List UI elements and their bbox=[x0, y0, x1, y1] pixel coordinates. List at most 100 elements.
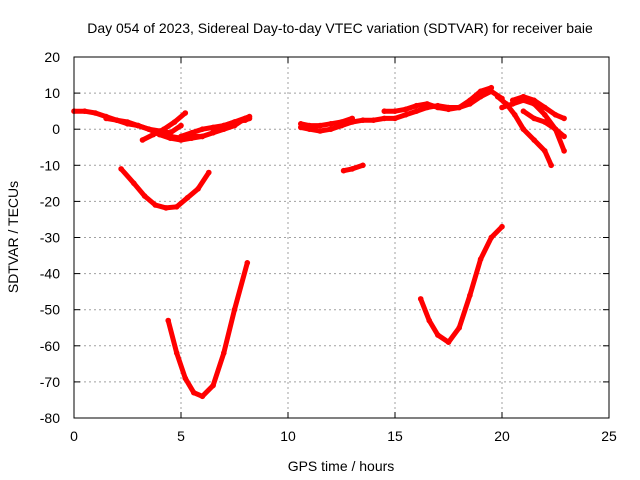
data-point bbox=[360, 162, 366, 169]
data-point bbox=[221, 350, 227, 356]
data-point bbox=[210, 382, 216, 389]
data-point bbox=[494, 93, 501, 100]
x-tick-label: 5 bbox=[177, 428, 185, 444]
y-tick-label: 20 bbox=[44, 49, 60, 65]
data-point bbox=[165, 317, 171, 324]
data-point bbox=[338, 119, 345, 125]
data-point bbox=[561, 115, 567, 122]
data-point bbox=[171, 119, 178, 125]
data-point bbox=[188, 130, 195, 136]
data-point bbox=[477, 256, 484, 263]
data-point bbox=[360, 117, 366, 123]
data-point bbox=[173, 204, 180, 210]
x-axis-title: GPS time / hours bbox=[288, 458, 395, 474]
y-axis-title: SDTVAR / TECUs bbox=[5, 181, 21, 293]
data-point bbox=[349, 166, 356, 172]
data-point bbox=[413, 108, 420, 114]
series-line-arc-d bbox=[146, 115, 248, 143]
data-point bbox=[298, 121, 304, 127]
data-point bbox=[402, 106, 409, 113]
data-point bbox=[118, 166, 124, 172]
data-point bbox=[221, 122, 227, 129]
data-point bbox=[206, 169, 212, 176]
data-point bbox=[103, 115, 109, 122]
y-tick-label: -60 bbox=[40, 338, 60, 354]
data-point bbox=[402, 112, 409, 118]
data-point bbox=[135, 122, 141, 129]
data-point bbox=[173, 350, 180, 356]
data-point bbox=[445, 339, 452, 346]
data-point bbox=[199, 126, 206, 132]
data-point bbox=[246, 115, 253, 122]
data-point bbox=[317, 122, 323, 129]
x-tick-label: 25 bbox=[601, 428, 617, 444]
data-point bbox=[392, 108, 398, 114]
data-point bbox=[184, 195, 191, 201]
data-point bbox=[167, 135, 174, 141]
data-point bbox=[146, 126, 152, 132]
data-point bbox=[477, 88, 484, 95]
y-tick-label: 0 bbox=[52, 121, 60, 137]
data-point bbox=[413, 102, 420, 109]
data-point bbox=[542, 119, 548, 125]
y-tick-label: -10 bbox=[40, 157, 60, 173]
data-point bbox=[499, 104, 505, 111]
data-point bbox=[488, 234, 495, 241]
tick-layer: 0 5 10 15 20 25 20 10 0 -10 -20 -30 -40 -50 -60 -70 -80 bbox=[40, 49, 617, 444]
data-point bbox=[124, 121, 131, 127]
data-point bbox=[467, 292, 473, 299]
data-point bbox=[152, 202, 159, 208]
x-tick-label: 15 bbox=[387, 428, 403, 444]
y-tick-label: -80 bbox=[40, 410, 60, 426]
y-tick-label: -70 bbox=[40, 374, 60, 390]
x-tick-label: 10 bbox=[280, 428, 296, 444]
data-point bbox=[552, 126, 559, 132]
data-point bbox=[509, 97, 516, 104]
data-point bbox=[542, 148, 548, 154]
data-point bbox=[561, 133, 567, 140]
data-point bbox=[191, 389, 197, 396]
data-point bbox=[456, 104, 463, 111]
y-tick-label: -20 bbox=[40, 193, 60, 209]
y-tick-label: -50 bbox=[40, 302, 60, 318]
data-point bbox=[199, 133, 206, 140]
data-point bbox=[141, 193, 148, 199]
data-point bbox=[424, 101, 430, 107]
data-point bbox=[542, 104, 548, 111]
data-point bbox=[244, 260, 251, 266]
data-point bbox=[488, 84, 495, 91]
data-point bbox=[445, 106, 452, 113]
data-point bbox=[231, 306, 238, 313]
data-point bbox=[81, 108, 88, 114]
data-point bbox=[520, 108, 527, 114]
data-point bbox=[199, 393, 206, 400]
data-point bbox=[182, 375, 189, 382]
x-tick-label: 20 bbox=[494, 428, 510, 444]
data-point bbox=[552, 112, 559, 118]
data-point bbox=[548, 162, 554, 169]
y-tick-label: -30 bbox=[40, 230, 60, 246]
data-point bbox=[210, 126, 216, 132]
data-point bbox=[349, 115, 356, 122]
data-point bbox=[340, 167, 347, 174]
data-point bbox=[520, 126, 527, 132]
data-point bbox=[328, 126, 334, 132]
data-point bbox=[542, 112, 548, 118]
data-point bbox=[178, 122, 184, 129]
data-point bbox=[392, 115, 398, 122]
data-point bbox=[306, 122, 313, 129]
data-point bbox=[435, 332, 441, 338]
data-point bbox=[370, 117, 377, 123]
data-point bbox=[114, 117, 120, 123]
data-point bbox=[531, 137, 537, 143]
data-point bbox=[167, 130, 174, 136]
data-point bbox=[435, 104, 441, 111]
data-point bbox=[499, 223, 505, 230]
data-point bbox=[381, 108, 388, 114]
data-point bbox=[178, 133, 184, 140]
data-point bbox=[92, 110, 99, 116]
data-point bbox=[231, 119, 238, 125]
chart-title: Day 054 of 2023, Sidereal Day-to-day VTE… bbox=[87, 20, 593, 36]
data-point bbox=[156, 131, 163, 138]
